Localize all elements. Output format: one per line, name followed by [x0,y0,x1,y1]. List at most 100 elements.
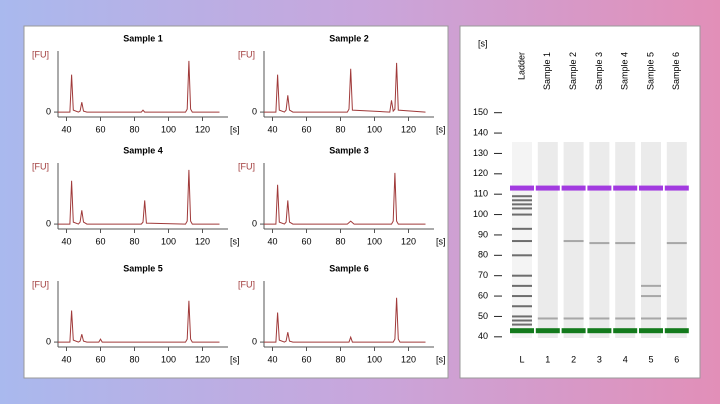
marker-band [561,185,586,191]
x-tick-label: 80 [129,236,139,246]
x-tick-label: 40 [267,354,277,364]
x-tick-label: 120 [401,236,416,246]
trace [58,169,220,225]
x-tick-label: 100 [161,354,176,364]
x-axis-label: [s] [436,236,446,246]
chart-title: Sample 3 [329,145,369,155]
lane-label: 1 [545,354,550,364]
chart-title: Sample 1 [123,33,163,43]
x-axis-label: [s] [230,124,240,134]
x-tick-label: 60 [301,124,311,134]
x-tick-label: 100 [161,236,176,246]
band [512,274,532,277]
lane-header: Sample 5 [645,52,655,90]
band [615,242,636,245]
marker-band [639,185,663,191]
x-tick-label: 60 [301,354,311,364]
marker-band [535,328,560,334]
lane-header: Ladder [516,52,526,80]
y-tick-label: 0 [46,218,51,228]
lane-header: Sample 4 [620,52,630,90]
y-tick-label: 110 [474,189,488,199]
band [512,254,532,257]
trace [58,60,220,113]
marker-band [613,185,638,191]
x-tick-label: 40 [61,354,71,364]
x-axis-label: [s] [230,236,240,246]
x-tick-label: 80 [335,354,345,364]
trace [264,172,426,225]
lane-header: Sample 6 [671,52,681,90]
x-tick-label: 60 [301,236,311,246]
band [512,195,532,198]
electropherogram-panel [23,25,449,379]
x-tick-label: 100 [367,124,382,134]
marker-band [561,328,586,334]
band [589,242,610,245]
x-tick-label: 40 [61,124,71,134]
trace [58,300,220,343]
band [512,203,532,206]
marker-band [639,328,663,334]
x-axis-label: [s] [436,354,446,364]
x-tick-label: 80 [129,124,139,134]
x-axis-label: [s] [230,354,240,364]
lane [512,142,532,338]
y-tick-label: 150 [473,107,488,117]
x-tick-label: 100 [367,354,382,364]
x-tick-label: 120 [195,124,210,134]
band [512,295,532,298]
y-axis-label: [FU] [32,279,49,289]
lane [641,142,661,338]
x-tick-label: 120 [195,354,210,364]
lane [537,142,558,338]
y-axis-label: [FU] [32,161,49,171]
band [537,317,558,320]
band [666,242,687,245]
band [563,240,584,243]
x-tick-label: 40 [61,236,71,246]
band [563,317,584,320]
band [589,317,610,320]
y-axis-label: [s] [478,38,488,48]
marker-band [664,328,689,334]
chart-title: Sample 5 [123,263,163,273]
x-tick-label: 100 [161,124,176,134]
marker-band [587,328,612,334]
y-tick-label: 80 [478,250,488,260]
band [512,199,532,202]
y-tick-label: 70 [478,270,488,280]
lane [589,142,610,338]
y-tick-label: 130 [473,148,488,158]
y-tick-label: 0 [252,106,257,116]
y-tick-label: 60 [478,290,488,300]
y-tick-label: 140 [473,127,488,137]
x-tick-label: 120 [401,124,416,134]
lane [666,142,687,338]
lane-label: 5 [648,354,653,364]
y-tick-label: 50 [478,311,488,321]
band [512,305,532,308]
band [512,323,532,326]
marker-band [535,185,560,191]
band [512,213,532,216]
marker-band [587,185,612,191]
y-axis-label: [FU] [238,279,255,289]
y-axis-label: [FU] [32,49,49,59]
x-tick-label: 60 [95,124,105,134]
x-tick-label: 100 [367,236,382,246]
y-axis-label: [FU] [238,161,255,171]
band [641,284,661,287]
y-tick-label: 40 [478,331,488,341]
lane-label: L [519,354,524,364]
x-tick-label: 60 [95,236,105,246]
marker-band [613,328,638,334]
lane-label: 3 [597,354,602,364]
band [641,295,661,298]
y-tick-label: 0 [46,336,51,346]
lane-label: 4 [623,354,628,364]
y-tick-label: 0 [46,106,51,116]
x-axis-label: [s] [436,124,446,134]
y-axis-label: [FU] [238,49,255,59]
